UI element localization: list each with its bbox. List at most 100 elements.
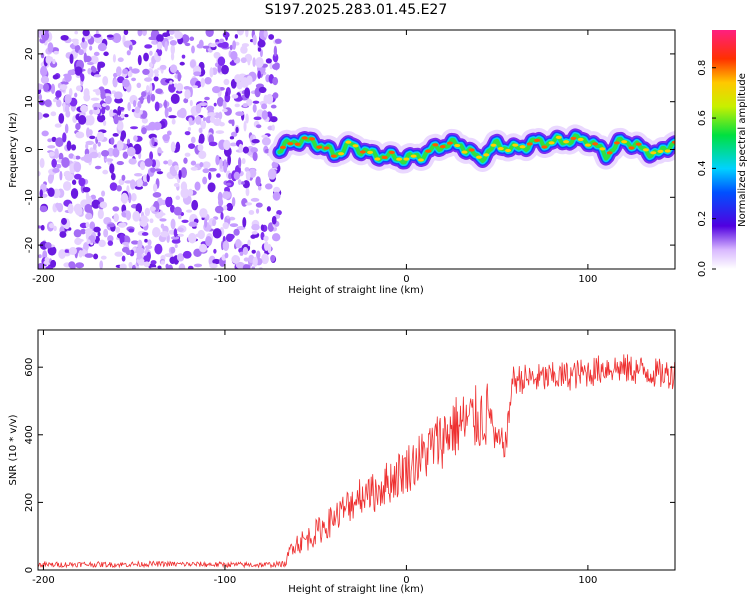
noise-blob xyxy=(52,58,56,65)
noise-blob xyxy=(102,120,107,126)
noise-blob xyxy=(45,266,54,269)
noise-blob xyxy=(164,253,174,258)
signal-peak xyxy=(417,158,424,162)
noise-blob xyxy=(170,141,176,153)
noise-blob xyxy=(229,223,239,228)
noise-blob xyxy=(240,45,248,54)
signal-peak xyxy=(613,141,620,145)
noise-blob xyxy=(205,236,213,247)
noise-blob xyxy=(152,192,162,198)
noise-blob xyxy=(137,54,142,66)
noise-blob xyxy=(251,249,256,254)
noise-blob xyxy=(137,239,143,250)
noise-blob xyxy=(204,218,208,228)
noise-blob xyxy=(106,34,114,38)
noise-blob xyxy=(114,251,124,257)
noise-blob xyxy=(165,263,169,269)
noise-blob xyxy=(229,44,233,51)
noise-blob xyxy=(190,59,196,68)
noise-blob xyxy=(204,76,212,85)
signal-peak xyxy=(584,143,591,147)
y-tick-label: 0 xyxy=(24,146,35,152)
noise-blob xyxy=(259,30,266,40)
noise-blob xyxy=(185,209,193,213)
noise-blob xyxy=(158,150,164,154)
noise-blob xyxy=(59,170,63,181)
noise-blob xyxy=(94,235,100,244)
signal-peak xyxy=(476,155,482,159)
noise-blob xyxy=(271,161,279,169)
noise-blob xyxy=(149,218,154,224)
noise-blob xyxy=(271,215,277,225)
noise-blob xyxy=(183,85,191,90)
noise-blob xyxy=(198,127,203,134)
noise-blob xyxy=(141,127,147,135)
noise-blob xyxy=(141,231,149,236)
noise-blob xyxy=(234,74,242,83)
noise-blob xyxy=(171,169,178,177)
noise-blob xyxy=(242,246,249,256)
noise-blob xyxy=(222,240,230,252)
noise-blob xyxy=(41,130,49,137)
noise-blob xyxy=(207,112,217,117)
noise-blob xyxy=(87,62,94,66)
noise-blob xyxy=(85,143,89,149)
spectrogram-content xyxy=(38,30,675,269)
noise-blob xyxy=(235,126,239,134)
noise-blob xyxy=(208,167,217,172)
noise-blob xyxy=(209,67,214,78)
snr-x-ticks: -200 -100 0 100 xyxy=(32,330,597,586)
noise-blob xyxy=(51,136,57,142)
noise-blob xyxy=(38,111,43,121)
signal-peak xyxy=(642,148,649,152)
noise-blob xyxy=(208,172,212,181)
noise-blob xyxy=(250,234,256,239)
noise-blob xyxy=(126,50,131,56)
noise-blob xyxy=(223,205,228,211)
noise-blob xyxy=(113,114,119,125)
noise-blob xyxy=(40,65,48,77)
noise-blob xyxy=(188,143,196,150)
noise-blob xyxy=(115,226,121,234)
noise-blob xyxy=(147,239,152,246)
noise-blob xyxy=(90,194,97,200)
signal-peak xyxy=(497,147,504,151)
noise-blob xyxy=(56,202,64,213)
noise-blob xyxy=(127,138,131,145)
noise-blob xyxy=(214,205,224,214)
noise-blob xyxy=(268,34,275,40)
signal-peak xyxy=(432,143,439,147)
noise-blob xyxy=(252,57,256,68)
noise-blob xyxy=(250,147,258,153)
noise-blob xyxy=(213,51,221,59)
noise-blob xyxy=(167,264,173,269)
signal-peak xyxy=(330,154,337,158)
noise-blob xyxy=(60,34,69,41)
noise-blob xyxy=(107,147,115,157)
noise-blob xyxy=(63,170,72,177)
signal-peak xyxy=(621,140,628,144)
noise-blob xyxy=(38,99,46,106)
noise-blob xyxy=(196,43,203,49)
noise-blob xyxy=(183,157,188,164)
noise-blob xyxy=(143,261,150,268)
noise-blob xyxy=(133,135,138,142)
signal-peak xyxy=(381,155,388,160)
noise-blob xyxy=(84,253,94,258)
noise-blob xyxy=(128,66,133,71)
noise-blob xyxy=(123,30,129,36)
noise-blob xyxy=(150,93,156,102)
noise-blob xyxy=(44,257,50,262)
noise-blob xyxy=(226,202,234,212)
noise-blob xyxy=(75,206,83,216)
noise-blob xyxy=(86,239,91,245)
noise-blob xyxy=(252,100,260,104)
noise-blob xyxy=(169,80,173,85)
y-tick-label: 200 xyxy=(24,493,35,512)
noise-blob xyxy=(97,151,102,159)
noise-blob xyxy=(232,40,237,50)
noise-blob xyxy=(228,172,232,180)
noise-blob xyxy=(48,151,55,157)
noise-blob xyxy=(100,255,107,260)
noise-blob xyxy=(213,102,217,107)
